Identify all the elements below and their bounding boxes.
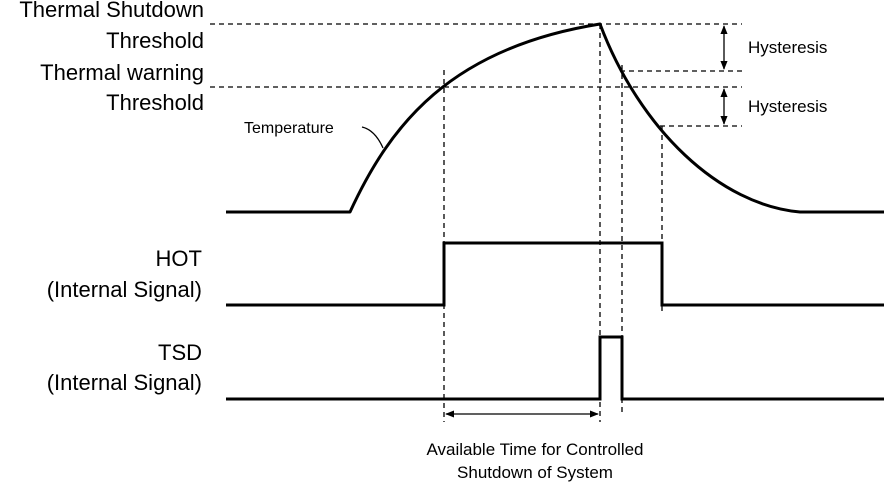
temperature-curve [226, 22, 884, 214]
hysteresis-upper-label: Hysteresis [748, 38, 827, 57]
tsd-threshold-label-line2: Threshold [106, 28, 204, 53]
available-time-label: Available Time for Controlled [426, 440, 643, 459]
warning-threshold-label: Thermal warning [40, 60, 204, 85]
available-time-label-line2: Shutdown of System [457, 463, 613, 482]
hot-signal-waveform [226, 241, 884, 307]
warning-threshold-label-line2: Threshold [106, 90, 204, 115]
tsd-threshold-label: Thermal Shutdown [19, 0, 204, 22]
tsd-signal-waveform [226, 335, 884, 401]
tsd-signal-label: TSD [158, 340, 202, 365]
hot-signal-sublabel: (Internal Signal) [47, 277, 202, 302]
hysteresis-lower-label: Hysteresis [748, 97, 827, 116]
temperature-label-leader [361, 126, 384, 149]
hot-signal-label: HOT [156, 246, 202, 271]
temperature-label: Temperature [244, 120, 334, 137]
tsd-signal-sublabel: (Internal Signal) [47, 370, 202, 395]
